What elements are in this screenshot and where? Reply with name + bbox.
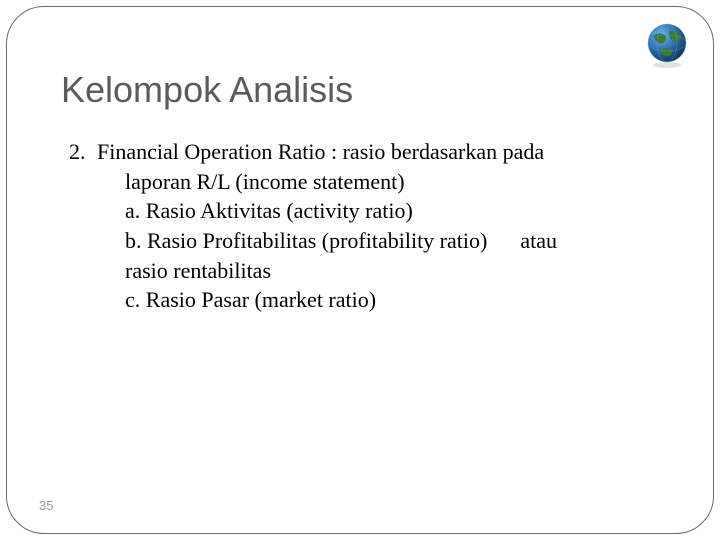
globe-icon [643, 21, 691, 69]
slide-frame: Kelompok Analisis 2. Financial Operation… [6, 6, 714, 534]
list-marker: 2. [69, 137, 97, 315]
content-line: b. Rasio Profitabilitas (profitability r… [97, 226, 653, 256]
content-line: Financial Operation Ratio : rasio berdas… [97, 137, 653, 167]
content-line: c. Rasio Pasar (market ratio) [97, 285, 653, 315]
content-line: a. Rasio Aktivitas (activity ratio) [97, 196, 653, 226]
page-number: 35 [39, 498, 53, 513]
slide-title: Kelompok Analisis [61, 69, 353, 111]
content-line: laporan R/L (income statement) [97, 167, 653, 197]
list-body: Financial Operation Ratio : rasio berdas… [97, 137, 653, 315]
slide-content: 2. Financial Operation Ratio : rasio ber… [69, 137, 653, 315]
list-item: 2. Financial Operation Ratio : rasio ber… [69, 137, 653, 315]
content-line: rasio rentabilitas [97, 256, 653, 286]
